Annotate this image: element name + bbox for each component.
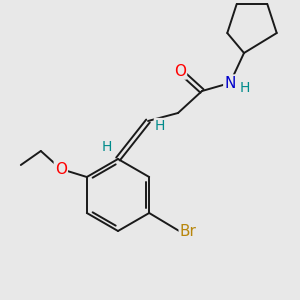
Text: H: H: [155, 119, 165, 133]
Text: Br: Br: [180, 224, 196, 238]
Text: O: O: [55, 161, 67, 176]
Text: H: H: [240, 81, 250, 95]
Text: O: O: [174, 64, 186, 79]
Text: H: H: [102, 140, 112, 154]
Text: N: N: [224, 76, 236, 91]
